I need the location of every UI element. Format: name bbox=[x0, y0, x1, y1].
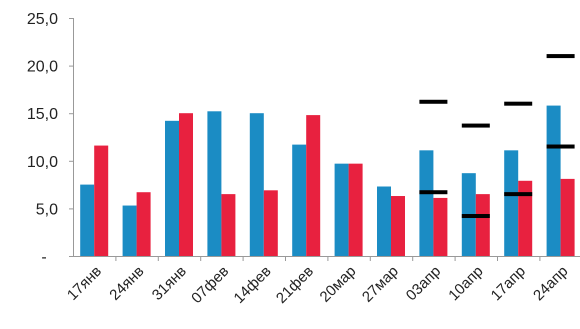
x-tick-label: 14фев bbox=[231, 263, 275, 307]
x-tick-label: 27мар bbox=[359, 263, 402, 306]
marker-line bbox=[461, 214, 490, 219]
bar-series-2 bbox=[306, 115, 321, 256]
marker-line bbox=[461, 123, 490, 128]
bar-series-2 bbox=[136, 192, 151, 256]
y-tick-label: 5,0 bbox=[36, 201, 58, 218]
marker-line bbox=[504, 192, 533, 197]
bar-series-1 bbox=[334, 163, 349, 256]
bar-series-1 bbox=[419, 150, 434, 256]
x-tick-label: 24янв bbox=[106, 263, 147, 304]
bar-series-1 bbox=[292, 144, 307, 256]
bars bbox=[80, 105, 575, 261]
x-tick-label: 24апр bbox=[530, 263, 571, 304]
y-tick-label: - bbox=[41, 249, 46, 266]
x-tick-label: 20мар bbox=[317, 263, 360, 306]
bar-series-1 bbox=[504, 150, 519, 256]
bar-series-2 bbox=[518, 180, 533, 256]
marker-line bbox=[546, 144, 575, 149]
bar-series-1 bbox=[122, 205, 137, 256]
y-tick-label: 10,0 bbox=[27, 154, 58, 171]
y-tick-label: 15,0 bbox=[27, 106, 58, 123]
x-tick-label: 03апр bbox=[403, 263, 444, 304]
bar-series-2 bbox=[433, 197, 448, 256]
marker-line bbox=[419, 190, 448, 195]
bar-series-2 bbox=[475, 194, 490, 256]
x-tick-label: 17янв bbox=[64, 263, 105, 304]
y-axis-tick-labels: - 5,0 10,0 15,0 20,0 25,0 bbox=[27, 11, 73, 266]
bar-series-2 bbox=[560, 178, 575, 256]
x-tick-label: 17апр bbox=[488, 263, 529, 304]
marker-line bbox=[546, 54, 575, 59]
marker-line bbox=[419, 99, 448, 104]
markers bbox=[419, 54, 575, 219]
x-tick-label: 07фев bbox=[188, 263, 232, 307]
bar-series-2 bbox=[94, 145, 109, 256]
bar-series-1 bbox=[377, 186, 391, 256]
x-tick-label: 31янв bbox=[149, 263, 190, 304]
y-tick-label: 25,0 bbox=[27, 11, 58, 28]
y-tick-label: 20,0 bbox=[27, 59, 58, 76]
bar-series-1 bbox=[249, 113, 264, 256]
bar-series-1 bbox=[80, 184, 95, 256]
bar-series-2 bbox=[348, 163, 363, 256]
x-tick-label: 21фев bbox=[273, 263, 317, 307]
bar-series-1 bbox=[546, 105, 561, 256]
bar-series-1 bbox=[165, 120, 179, 256]
bar-series-1 bbox=[207, 111, 222, 257]
marker-line bbox=[504, 101, 533, 106]
bar-series-2 bbox=[221, 194, 236, 256]
x-tick-label: 10апр bbox=[445, 263, 486, 304]
bar-series-2 bbox=[391, 196, 405, 256]
bar-series-2 bbox=[263, 190, 278, 256]
bar-series-2 bbox=[179, 113, 193, 256]
